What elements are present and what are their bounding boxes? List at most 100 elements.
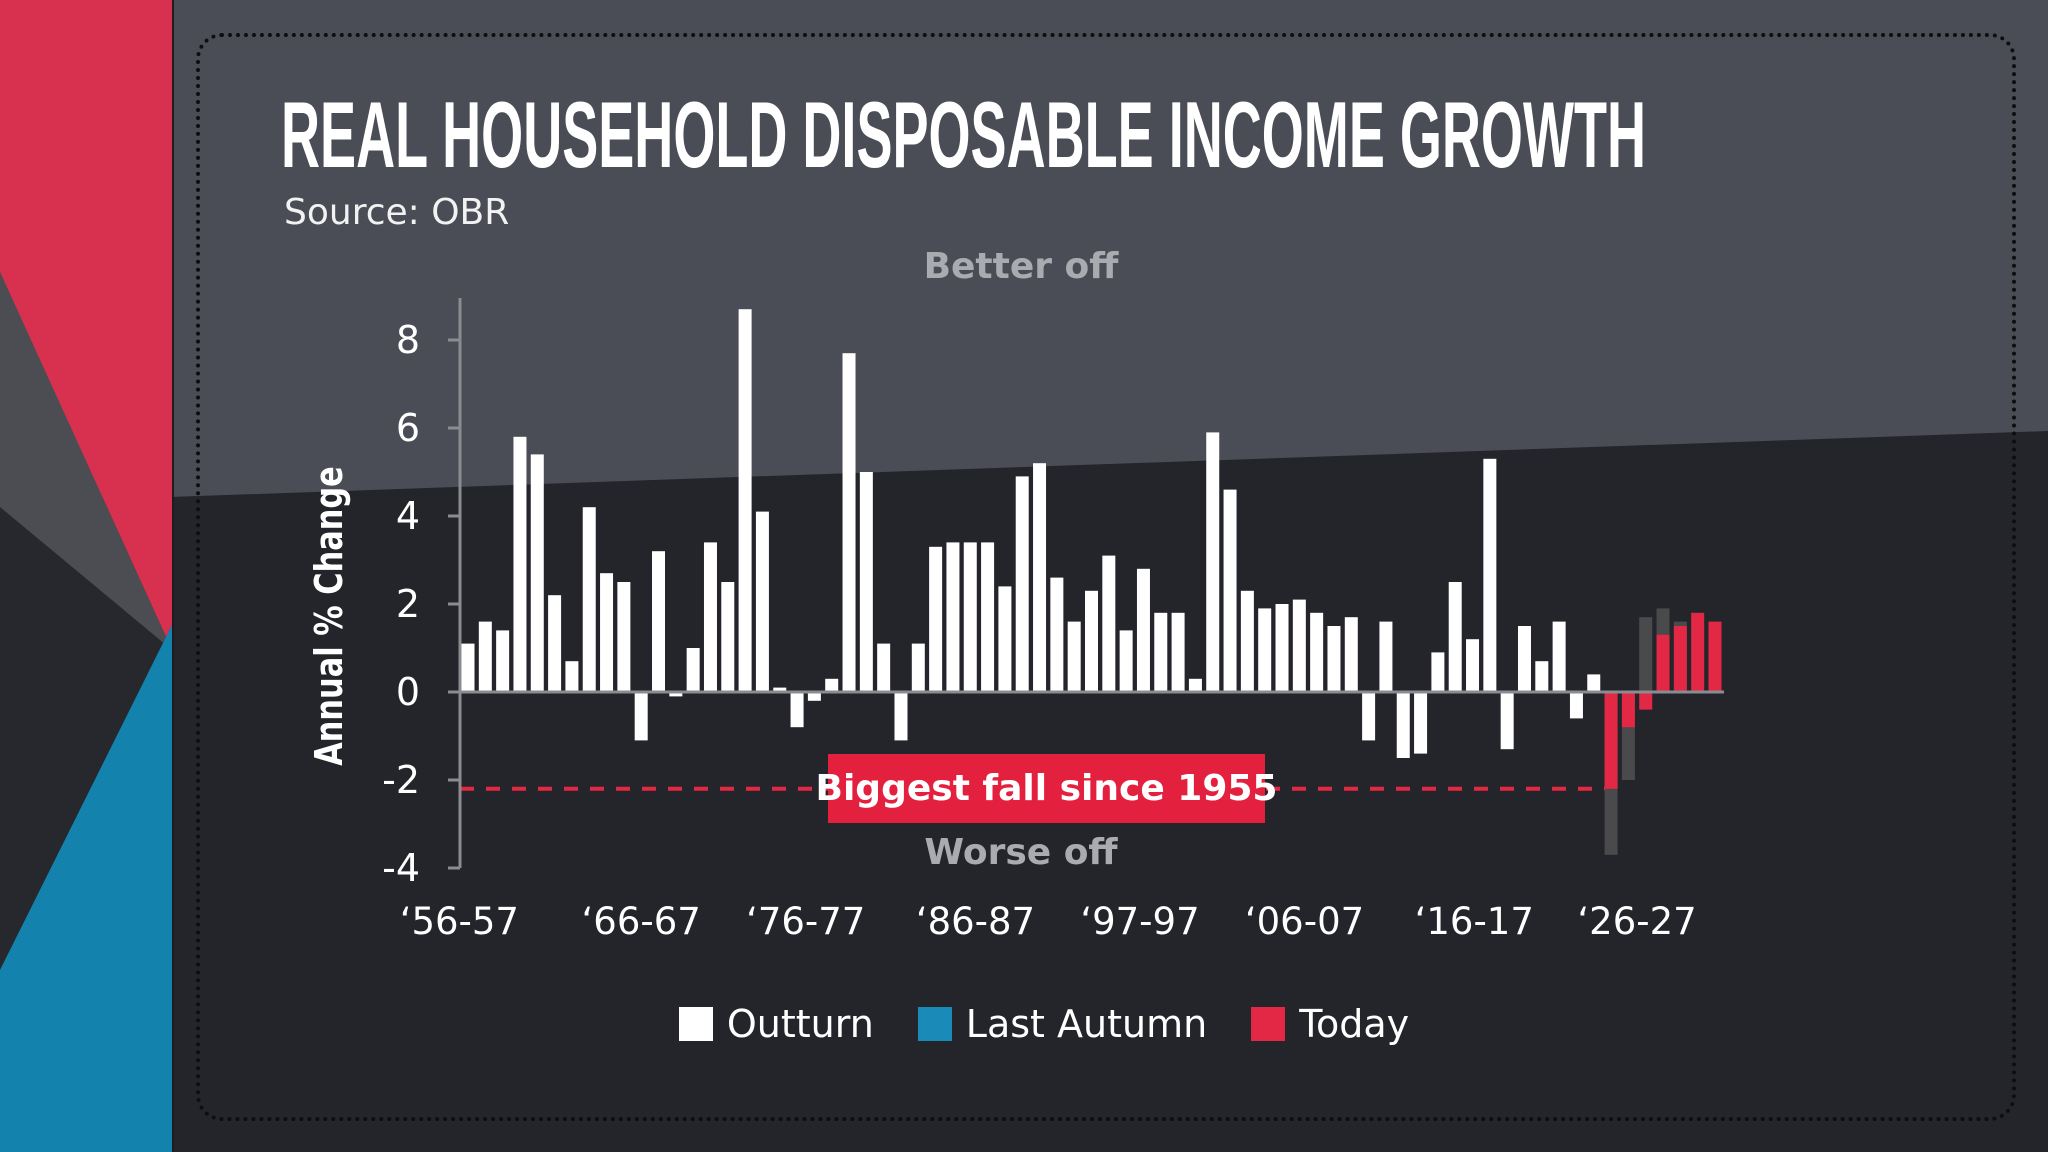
bar-outturn (1414, 692, 1428, 754)
bar-outturn (911, 643, 925, 692)
bar-outturn (600, 573, 614, 692)
legend: Outturn Last Autumn Today (0, 1002, 2048, 1046)
bar-outturn (946, 542, 960, 692)
bar-outturn (1344, 617, 1358, 692)
bar-outturn (669, 692, 683, 697)
x-tick-label: ‘06-07 (1245, 900, 1364, 943)
bar-outturn (1206, 432, 1220, 692)
bar-outturn (686, 648, 700, 692)
bar-outturn (1483, 458, 1497, 692)
bar-outturn (738, 309, 752, 692)
x-tick-label: ‘76-77 (746, 900, 865, 943)
bar-outturn (825, 678, 839, 692)
bar-outturn (1379, 621, 1393, 692)
legend-label: Last Autumn (965, 1002, 1208, 1046)
bar-outturn (1154, 612, 1168, 692)
bar-outturn (894, 692, 908, 741)
bar-outturn (755, 511, 769, 692)
y-axis-label: Annual % Change (307, 466, 351, 766)
left-blue-accent (0, 625, 172, 1152)
bar-outturn (1500, 692, 1514, 750)
x-tick-label: ‘56-57 (400, 900, 519, 943)
bar-outturn (859, 472, 873, 692)
bar-outturn (1240, 590, 1254, 692)
bar-outturn (1171, 612, 1185, 692)
bar-today (1656, 634, 1670, 692)
bar-outturn (981, 542, 995, 692)
bar-outturn (1517, 626, 1531, 692)
bar-outturn (773, 687, 787, 692)
bar-today (1621, 692, 1635, 728)
left-grey-accent (0, 272, 172, 700)
bar-outturn (703, 542, 717, 692)
bar-today (1673, 626, 1687, 692)
x-tick-label: ‘26-27 (1577, 900, 1696, 943)
y-tick-label: 6 (396, 406, 420, 450)
bar-last-autumn (1639, 617, 1653, 692)
light-band (0, 0, 2048, 503)
bar-outturn (461, 643, 475, 692)
bar-today (1691, 612, 1705, 692)
bar-outturn (478, 621, 492, 692)
bar-outturn (565, 661, 579, 692)
bar-outturn (1275, 604, 1289, 692)
bar-outturn (1535, 661, 1549, 692)
y-tick-label: -2 (382, 758, 420, 802)
biggest-fall-annotation: Biggest fall since 1955 (816, 754, 1277, 823)
legend-label: Outturn (726, 1002, 874, 1046)
x-tick-label: ‘66-67 (582, 900, 701, 943)
y-tick-label: 8 (396, 318, 420, 362)
bar-outturn (1067, 621, 1081, 692)
bar-outturn (877, 643, 891, 692)
bar-outturn (790, 692, 804, 728)
bar-outturn (1258, 608, 1272, 692)
y-tick-label: -4 (382, 846, 420, 890)
bar-outturn (1033, 463, 1047, 692)
bar-outturn (1431, 652, 1445, 692)
legend-swatch-outturn (678, 1007, 713, 1041)
bar-outturn (1396, 692, 1410, 758)
bar-outturn (1085, 590, 1098, 692)
bar-outturn (530, 454, 544, 692)
legend-swatch-last-autumn (917, 1007, 952, 1041)
bar-outturn (1015, 476, 1029, 692)
worse-off-label: Worse off (924, 832, 1118, 873)
bar-outturn (1448, 582, 1462, 692)
bar-outturn (1327, 626, 1341, 692)
chart-title: REAL HOUSEHOLD DISPOSABLE INCOME GROWTH (281, 82, 1646, 187)
dotted-frame (196, 33, 2016, 1121)
bar-outturn (1587, 674, 1601, 692)
bar-outturn (1188, 678, 1202, 692)
bar-outturn (998, 586, 1012, 692)
left-red-accent (0, 0, 172, 650)
bar-outturn (634, 692, 648, 741)
y-tick-label: 4 (396, 494, 420, 538)
bar-outturn (1552, 621, 1566, 692)
bar-outturn (582, 507, 596, 692)
bar-outturn (1466, 639, 1480, 692)
bar-outturn (496, 630, 510, 692)
bar-outturn (548, 595, 562, 692)
x-tick-label: ‘97-97 (1080, 900, 1199, 943)
bar-outturn (1310, 612, 1324, 692)
legend-label: Today (1299, 1002, 1410, 1046)
bar-outturn (1136, 568, 1150, 692)
better-off-label: Better off (923, 246, 1119, 287)
bar-outturn (1223, 489, 1237, 692)
legend-item-outturn: Outturn (678, 1002, 874, 1046)
bar-outturn (929, 546, 943, 692)
bar-outturn (1119, 630, 1133, 692)
bar-today (1639, 692, 1653, 710)
x-tick-label: ‘86-87 (916, 900, 1035, 943)
y-tick-label: 2 (396, 582, 420, 626)
legend-item-today: Today (1251, 1002, 1409, 1046)
bar-outturn (1050, 577, 1064, 692)
bar-outturn (1569, 692, 1583, 719)
bar-today (1708, 621, 1722, 692)
bar-outturn (963, 542, 977, 692)
bar-outturn (513, 436, 527, 692)
legend-swatch-today (1251, 1007, 1286, 1041)
bar-outturn (807, 692, 821, 701)
